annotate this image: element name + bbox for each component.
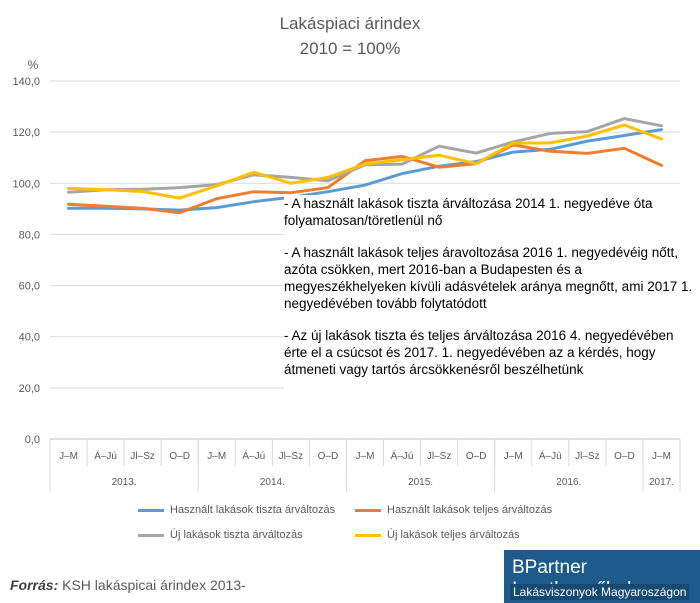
annotation-note-2: - A használt lakások teljes áravoltozása…	[284, 245, 693, 311]
y-tick-label: 120,0	[12, 127, 40, 139]
series-line-3	[67, 117, 663, 194]
x-tick-label: O–D	[318, 451, 339, 462]
y-tick-label: 60,0	[19, 281, 40, 293]
x-year-label: 2013.	[112, 477, 137, 488]
annotation-note-3: - Az új lakások tiszta és teljes árválto…	[284, 328, 674, 377]
legend-swatch-used-net	[138, 508, 164, 512]
legend-label-new-total: Új lakások teljes árváltozás	[387, 529, 520, 541]
axes: 0,0 20,0 40,0 60,0 80,0 100,0 120,0 140,0% J–M Á–…	[12, 58, 681, 492]
source-note: Forrás: KSH lakáspicai árindex 2013-	[10, 577, 246, 593]
source-text: KSH lakáspicai árindex 2013-	[62, 577, 246, 593]
x-tick-label: Jl–Sz	[279, 451, 303, 462]
x-tick-label: O–D	[169, 451, 190, 462]
series-line-2	[67, 143, 663, 215]
legend-swatch-new-net	[138, 533, 164, 537]
source-label: Forrás:	[10, 577, 59, 593]
chart-subtitle: 2010 = 100%	[299, 39, 401, 58]
x-tick-label: Á–Jú	[94, 449, 117, 462]
x-tick-label: O–D	[614, 451, 635, 462]
y-tick-label: 20,0	[19, 383, 40, 395]
y-tick-label: 100,0	[12, 178, 40, 190]
x-tick-label: Á–Jú	[242, 449, 265, 462]
chart-title: Lakáspiaci árindex	[279, 14, 421, 33]
series-line-1	[67, 128, 663, 212]
x-tick-label: J–M	[356, 451, 375, 462]
legend-item-new-net: Új lakások tiszta árváltozás	[138, 529, 303, 541]
legend-swatch-new-total	[355, 533, 381, 537]
x-tick-label: J–M	[504, 451, 523, 462]
y-tick-label: 0,0	[25, 434, 40, 446]
x-tick-label: J–M	[207, 451, 226, 462]
annotation-box: - A használt lakások tiszta árváltozása …	[284, 195, 694, 393]
x-tick-label: Jl–Sz	[575, 451, 599, 462]
x-year-label: 2017.	[649, 477, 674, 488]
x-tick-label: J–M	[652, 451, 671, 462]
brand-tagline: Lakásviszonyok Magyaroszágon	[510, 584, 690, 600]
legend-label-new-net: Új lakások tiszta árváltozás	[170, 529, 303, 541]
series-lines	[67, 117, 663, 215]
x-tick-label: Jl–Sz	[427, 451, 451, 462]
legend-swatch-used-total	[355, 508, 381, 512]
legend-item-used-net: Használt lakások tiszta árváltozás	[138, 504, 335, 516]
legend-item-new-total: Új lakások teljes árváltozás	[355, 529, 520, 541]
legend-item-used-total: Használt lakások teljes árváltozás	[355, 504, 552, 516]
series-line-4	[67, 123, 663, 200]
chart-area: Lakáspiaci árindex 2010 = 100% 0,0 20,0 40…	[12, 14, 694, 541]
legend-label-used-total: Használt lakások teljes árváltozás	[387, 504, 553, 516]
y-tick-label: 40,0	[19, 332, 40, 344]
x-tick-label: Jl–Sz	[130, 451, 154, 462]
brand-logo: BPartner Ingatlanműhely Lakásviszonyok M…	[504, 550, 700, 603]
annotation-note-1: - A használt lakások tiszta árváltozása …	[284, 196, 653, 228]
y-tick-label: 140,0	[12, 76, 40, 88]
x-tick-label: Á–Jú	[391, 449, 414, 462]
x-tick-label: Á–Jú	[539, 449, 562, 462]
x-year-label: 2015.	[408, 477, 433, 488]
x-year-label: 2016.	[556, 477, 581, 488]
x-year-label: 2014.	[260, 477, 285, 488]
legend-label-used-net: Használt lakások tiszta árváltozás	[170, 504, 336, 516]
x-tick-label: O–D	[466, 451, 487, 462]
x-tick-label: J–M	[59, 451, 78, 462]
y-tick-label: 80,0	[19, 229, 40, 241]
y-axis-unit: %	[28, 58, 39, 72]
